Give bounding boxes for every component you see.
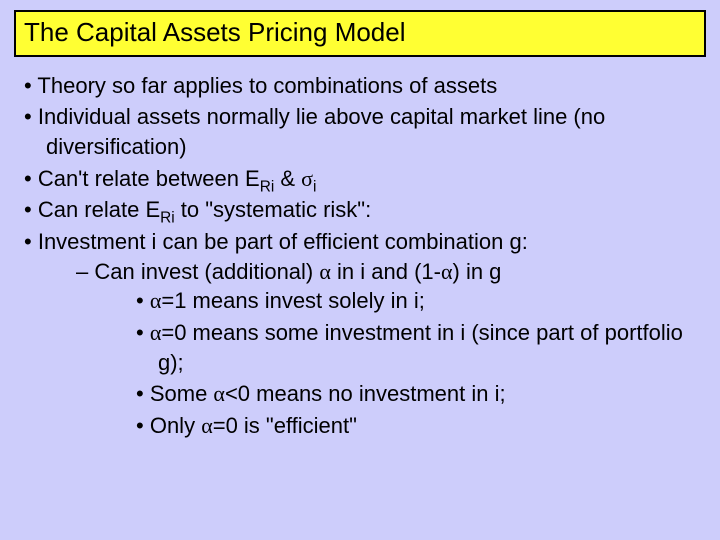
bullet-text: Investment i can be part of efficient co… xyxy=(38,229,528,254)
bullet-subsublist: α=1 means invest solely in i; α=0 means … xyxy=(102,286,706,440)
bullet-item: Individual assets normally lie above cap… xyxy=(24,102,706,161)
bullet-item: Investment i can be part of efficient co… xyxy=(24,227,706,441)
bullet-item: Only α=0 is "efficient" xyxy=(136,411,706,441)
alpha-symbol: α xyxy=(150,320,162,345)
bullet-item: Some α<0 means no investment in i; xyxy=(136,379,706,409)
bullet-text: Can invest (additional) xyxy=(94,259,319,284)
bullet-text: Some xyxy=(150,381,214,406)
bullet-text: <0 means no investment in i; xyxy=(225,381,506,406)
bullet-text: Only xyxy=(150,413,201,438)
bullet-text: & xyxy=(274,166,301,191)
alpha-symbol: α xyxy=(319,259,331,284)
bullet-text: ) in g xyxy=(453,259,502,284)
bullet-text: Can relate E xyxy=(38,197,160,222)
sigma-symbol: σ xyxy=(301,166,313,191)
alpha-symbol: α xyxy=(213,381,225,406)
alpha-symbol: α xyxy=(150,288,162,313)
bullet-list: Theory so far applies to combinations of… xyxy=(14,71,706,441)
bullet-text: Individual assets normally lie above cap… xyxy=(38,104,605,159)
subscript: Ri xyxy=(260,178,275,195)
subscript: i xyxy=(313,178,316,195)
slide: The Capital Assets Pricing Model Theory … xyxy=(0,0,720,540)
bullet-text: Theory so far applies to combinations of… xyxy=(37,73,497,98)
bullet-item: Can invest (additional) α in i and (1-α)… xyxy=(76,257,706,441)
slide-title: The Capital Assets Pricing Model xyxy=(24,16,696,49)
bullet-text: =0 is "efficient" xyxy=(213,413,357,438)
subscript: Ri xyxy=(160,210,175,227)
bullet-text: =1 means invest solely in i; xyxy=(161,288,425,313)
bullet-item: Theory so far applies to combinations of… xyxy=(24,71,706,101)
bullet-text: in i and (1- xyxy=(331,259,441,284)
bullet-item: Can't relate between ERi & σi xyxy=(24,164,706,194)
bullet-item: Can relate ERi to "systematic risk": xyxy=(24,195,706,225)
title-box: The Capital Assets Pricing Model xyxy=(14,10,706,57)
bullet-text: =0 means some investment in i (since par… xyxy=(158,320,683,375)
bullet-text: to "systematic risk": xyxy=(175,197,372,222)
alpha-symbol: α xyxy=(201,413,213,438)
bullet-item: α=1 means invest solely in i; xyxy=(136,286,706,316)
bullet-sublist: Can invest (additional) α in i and (1-α)… xyxy=(46,257,706,441)
bullet-text: Can't relate between E xyxy=(38,166,260,191)
bullet-item: α=0 means some investment in i (since pa… xyxy=(136,318,706,377)
alpha-symbol: α xyxy=(441,259,453,284)
